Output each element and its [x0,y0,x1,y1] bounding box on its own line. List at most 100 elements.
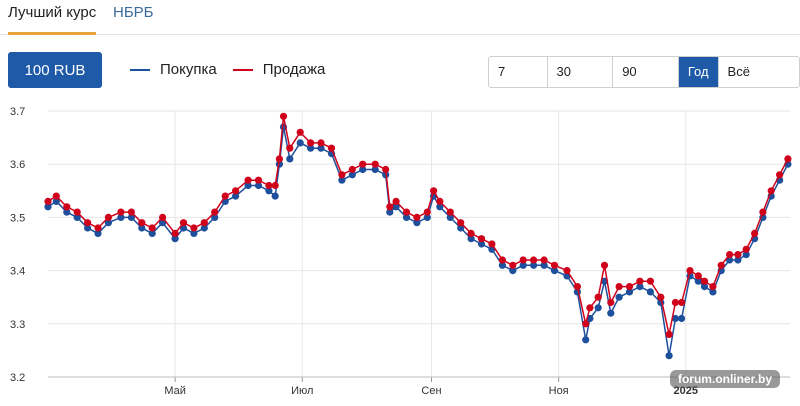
data-point-sell [498,256,506,264]
data-point-sell [457,219,465,227]
period-selector: 7 дней 30 дней 90 дней Год Всё время [488,56,800,88]
data-point-sell [327,144,336,152]
data-point-buy [477,240,486,248]
data-point-buy [307,144,315,152]
data-point-sell [52,192,60,200]
data-point-sell [742,245,750,253]
data-point-buy [392,203,400,211]
data-point-sell [348,165,356,174]
data-point-sell [582,320,590,328]
data-point-sell [717,261,725,269]
data-point-sell [44,197,52,205]
data-point-sell [84,219,92,227]
data-point-sell [317,139,325,147]
data-point-buy [190,229,198,237]
data-point-buy [265,187,273,195]
data-point-sell [646,277,655,285]
period-30-days[interactable]: 30 дней [547,57,614,87]
data-point-sell [423,208,431,216]
data-point-sell [600,261,609,269]
data-point-sell [467,229,475,237]
legend-swatch-buy [130,68,150,71]
y-tick-label: 3.5 [10,212,25,224]
data-point-sell [430,187,438,195]
data-point-buy [636,283,644,291]
data-point-sell [127,208,135,216]
data-point-buy [665,352,673,360]
data-point-buy [44,203,52,211]
data-point-sell [265,181,273,190]
data-point-sell [686,267,694,275]
data-point-buy [317,144,325,152]
data-point-sell [402,208,411,216]
data-point-buy [386,208,394,216]
data-point-sell [784,155,792,163]
data-point-sell [726,251,734,259]
tab-best-rate[interactable]: Лучший курс [8,4,97,35]
tab-nbrb[interactable]: НБРБ [113,4,154,21]
x-tick-label: Ноя [549,385,569,397]
data-point-buy [678,314,686,323]
data-point-sell [734,251,742,259]
data-point-buy [254,181,263,190]
data-point-buy [296,139,304,147]
data-point-sell [117,208,125,216]
data-point-buy [594,304,602,312]
data-point-buy [232,192,240,200]
period-90-days[interactable]: 90 дней [613,57,679,87]
data-point-sell [709,283,717,291]
y-tick-label: 3.4 [10,266,25,278]
data-point-sell [138,219,146,227]
data-point-sell [509,261,517,269]
data-point-sell [359,160,367,168]
data-point-sell [179,219,188,227]
data-point-buy [646,288,655,296]
data-point-buy [582,336,590,344]
data-point-sell [254,176,263,184]
x-tick-label: 2025 [674,385,698,397]
data-point-sell [530,256,538,264]
data-point-buy [348,171,356,179]
data-point-sell [550,261,559,269]
chart-legend: Покупка Продажа [130,61,325,78]
data-point-sell [371,160,379,168]
period-all-time[interactable]: Всё время [718,57,799,87]
data-point-buy [742,251,750,259]
legend-item-buy[interactable]: Покупка [130,61,217,78]
data-point-sell [221,192,229,200]
data-point-buy [607,309,615,317]
data-point-buy [148,229,156,237]
data-point-sell [148,224,156,232]
data-point-sell [477,235,486,243]
watermark: forum.onliner.by [669,370,780,388]
data-point-buy [446,213,454,221]
data-point-buy [63,208,71,216]
data-point-sell [63,203,71,211]
data-point-sell [200,219,208,227]
data-point-sell [759,208,767,216]
data-point-sell [767,187,775,195]
data-point-buy [52,197,60,205]
data-point-buy [436,203,444,211]
amount-button[interactable]: 100 RUB [8,52,102,88]
data-point-sell [751,229,759,237]
data-point-sell [594,293,602,301]
legend-item-sell[interactable]: Продажа [232,61,326,78]
data-point-buy [200,224,208,232]
data-point-buy [540,261,548,269]
data-point-sell [271,181,279,190]
period-7-days[interactable]: 7 дней [489,57,548,87]
data-point-sell [73,208,81,216]
data-point-buy [138,224,146,232]
data-point-sell [625,283,634,291]
data-point-buy [530,261,538,269]
legend-label-sell: Продажа [262,61,326,78]
data-point-sell [244,176,252,184]
chart-area: 3.2 3.3 3.4 3.5 3.6 3.7 Май Июл Сен Ноя 2025 [0,100,800,401]
data-point-buy [286,155,294,163]
data-point-sell [232,187,240,195]
data-point-buy [519,261,527,269]
data-point-sell [657,293,665,301]
period-year[interactable]: Год [678,57,719,87]
data-point-buy [467,235,475,243]
